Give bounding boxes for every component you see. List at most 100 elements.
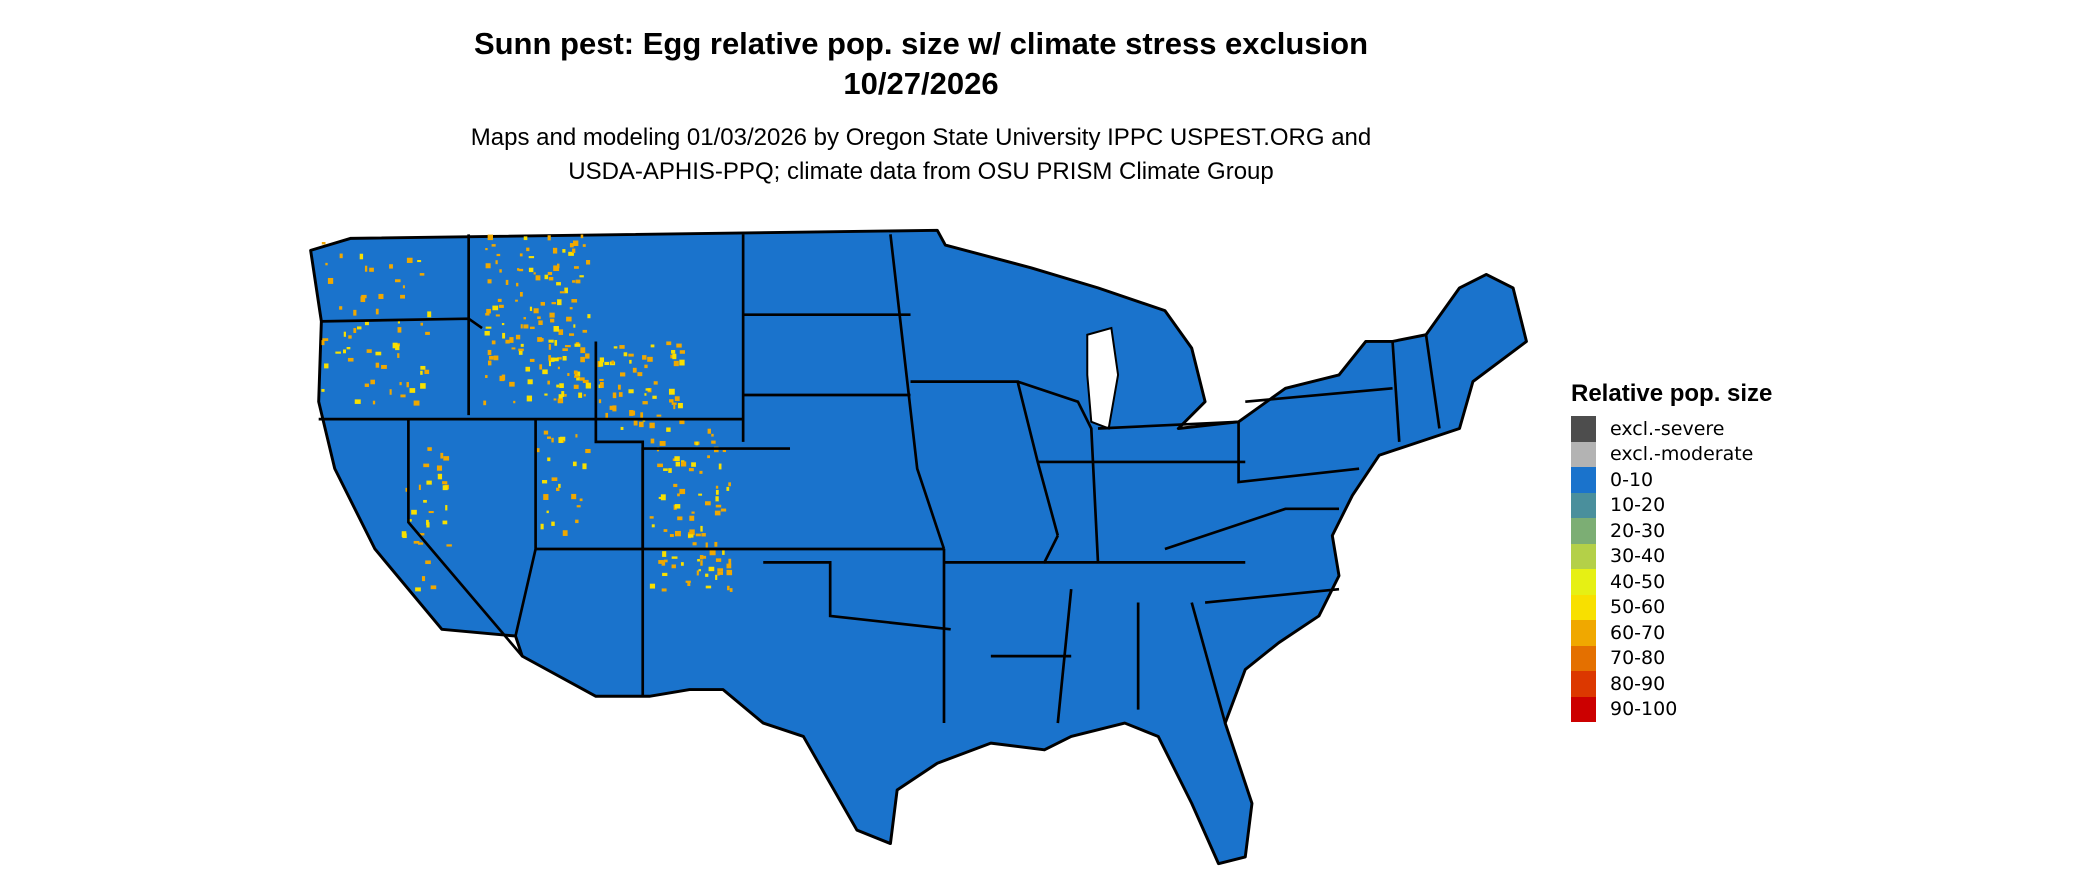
legend-label: 30-40 — [1610, 545, 1666, 568]
hotspot-cell — [722, 449, 727, 453]
hotspot-cell — [437, 473, 443, 480]
hotspot-cell — [727, 585, 730, 591]
legend-label: 60-70 — [1610, 621, 1666, 644]
hotspot-cell — [392, 342, 398, 349]
hotspot-cell — [679, 359, 685, 366]
hotspot-cell — [484, 330, 490, 336]
hotspot-cell — [715, 485, 719, 489]
hotspot-cell — [523, 317, 526, 320]
hotspot-cell — [688, 468, 694, 472]
hotspot-cell — [673, 483, 678, 488]
hotspot-cell — [542, 369, 548, 375]
hotspot-cell — [324, 363, 329, 369]
hotspot-cell — [530, 326, 535, 330]
state-borders — [318, 234, 1441, 724]
hotspot-cell — [359, 253, 364, 260]
hotspot-cell — [687, 582, 691, 587]
hotspot-cell — [662, 551, 667, 557]
hotspot-cell — [354, 399, 361, 404]
map-title: Sunn pest: Egg relative pop. size w/ cli… — [473, 26, 1369, 61]
hotspot-cell — [493, 355, 499, 361]
hotspot-cell — [485, 375, 488, 379]
hotspot-cell — [708, 566, 715, 572]
hotspot-cell — [598, 399, 602, 404]
legend-swatch — [1571, 467, 1596, 493]
hotspot-cell — [709, 549, 716, 556]
hotspot-cell — [669, 534, 674, 537]
hotspot-cell — [516, 282, 519, 287]
hotspot-cell — [714, 510, 721, 516]
hotspot-cell — [417, 260, 422, 263]
hotspot-cell — [576, 377, 580, 381]
hotspot-cell — [547, 380, 550, 385]
legend-label: 0-10 — [1610, 468, 1654, 491]
hotspot-cell — [605, 412, 609, 419]
hotspot-cell — [582, 463, 587, 470]
hotspot-cell — [515, 334, 521, 340]
hotspot-cell — [499, 269, 502, 273]
hotspot-cell — [511, 347, 516, 350]
hotspot-cell — [411, 509, 417, 515]
hotspot-cell — [562, 249, 566, 253]
hotspot-cell — [572, 240, 579, 247]
hotspot-cell — [582, 379, 589, 384]
hotspot-cell — [420, 322, 424, 326]
legend-item: 50-60 — [1571, 594, 1772, 620]
hotspot-cell — [618, 392, 623, 397]
hotspot-cell — [548, 360, 552, 367]
hotspot-cell — [364, 265, 368, 272]
hotspot-cell — [554, 340, 558, 346]
hotspot-cell — [562, 348, 568, 352]
hotspot-cell — [356, 326, 362, 330]
hotspot-cell — [711, 433, 714, 437]
hotspot-cell — [527, 379, 533, 385]
hotspot-cell — [519, 253, 523, 257]
hotspot-cell — [423, 463, 430, 468]
hotspot-cell — [550, 318, 555, 323]
hotspot-cell — [677, 493, 680, 497]
legend-item: 40-50 — [1571, 569, 1772, 595]
hotspot-cell — [611, 360, 615, 364]
hotspot-cell — [440, 452, 444, 459]
hotspot-cell — [707, 428, 711, 434]
hotspot-cell — [644, 393, 647, 396]
legend-label: 70-80 — [1610, 647, 1666, 670]
hotspot-cell — [700, 525, 703, 532]
hotspot-cell — [587, 314, 591, 319]
hotspot-cell — [517, 268, 520, 271]
hotspot-cell — [413, 400, 420, 406]
legend-title: Relative pop. size — [1571, 380, 1773, 407]
hotspot-cell — [575, 279, 581, 284]
legend-item: 90-100 — [1571, 696, 1772, 722]
hotspot-cell — [574, 375, 579, 378]
hotspot-cell — [674, 396, 680, 401]
hotspot-cell — [557, 366, 560, 370]
hotspot-cell — [689, 515, 695, 521]
hotspot-cell — [492, 305, 499, 311]
hotspot-cell — [613, 346, 618, 349]
hotspot-cell — [420, 365, 426, 370]
hotspot-cell — [571, 493, 577, 500]
hotspot-cell — [578, 392, 583, 398]
hotspot-cell — [698, 569, 701, 572]
hotspot-cell — [551, 477, 558, 481]
hotspot-cell — [548, 344, 551, 350]
legend-swatch — [1571, 518, 1596, 544]
hotspot-cell — [548, 355, 551, 361]
hotspot-cell — [364, 320, 369, 326]
hotspot-cell — [541, 338, 544, 342]
legend-swatch — [1571, 543, 1596, 569]
hotspot-cell — [556, 487, 560, 492]
legend-swatch — [1571, 594, 1596, 620]
hotspot-cell — [540, 301, 545, 306]
hotspot-cell — [495, 260, 498, 265]
hotspot-cell — [485, 312, 490, 316]
hotspot-cell — [436, 465, 443, 471]
hotspot-cell — [705, 573, 709, 577]
hotspot-cell — [600, 382, 604, 388]
hotspot-cell — [650, 438, 655, 444]
legend-label: excl.-severe — [1610, 417, 1725, 440]
hotspot-cell — [327, 277, 334, 284]
hotspot-cell — [660, 494, 666, 501]
